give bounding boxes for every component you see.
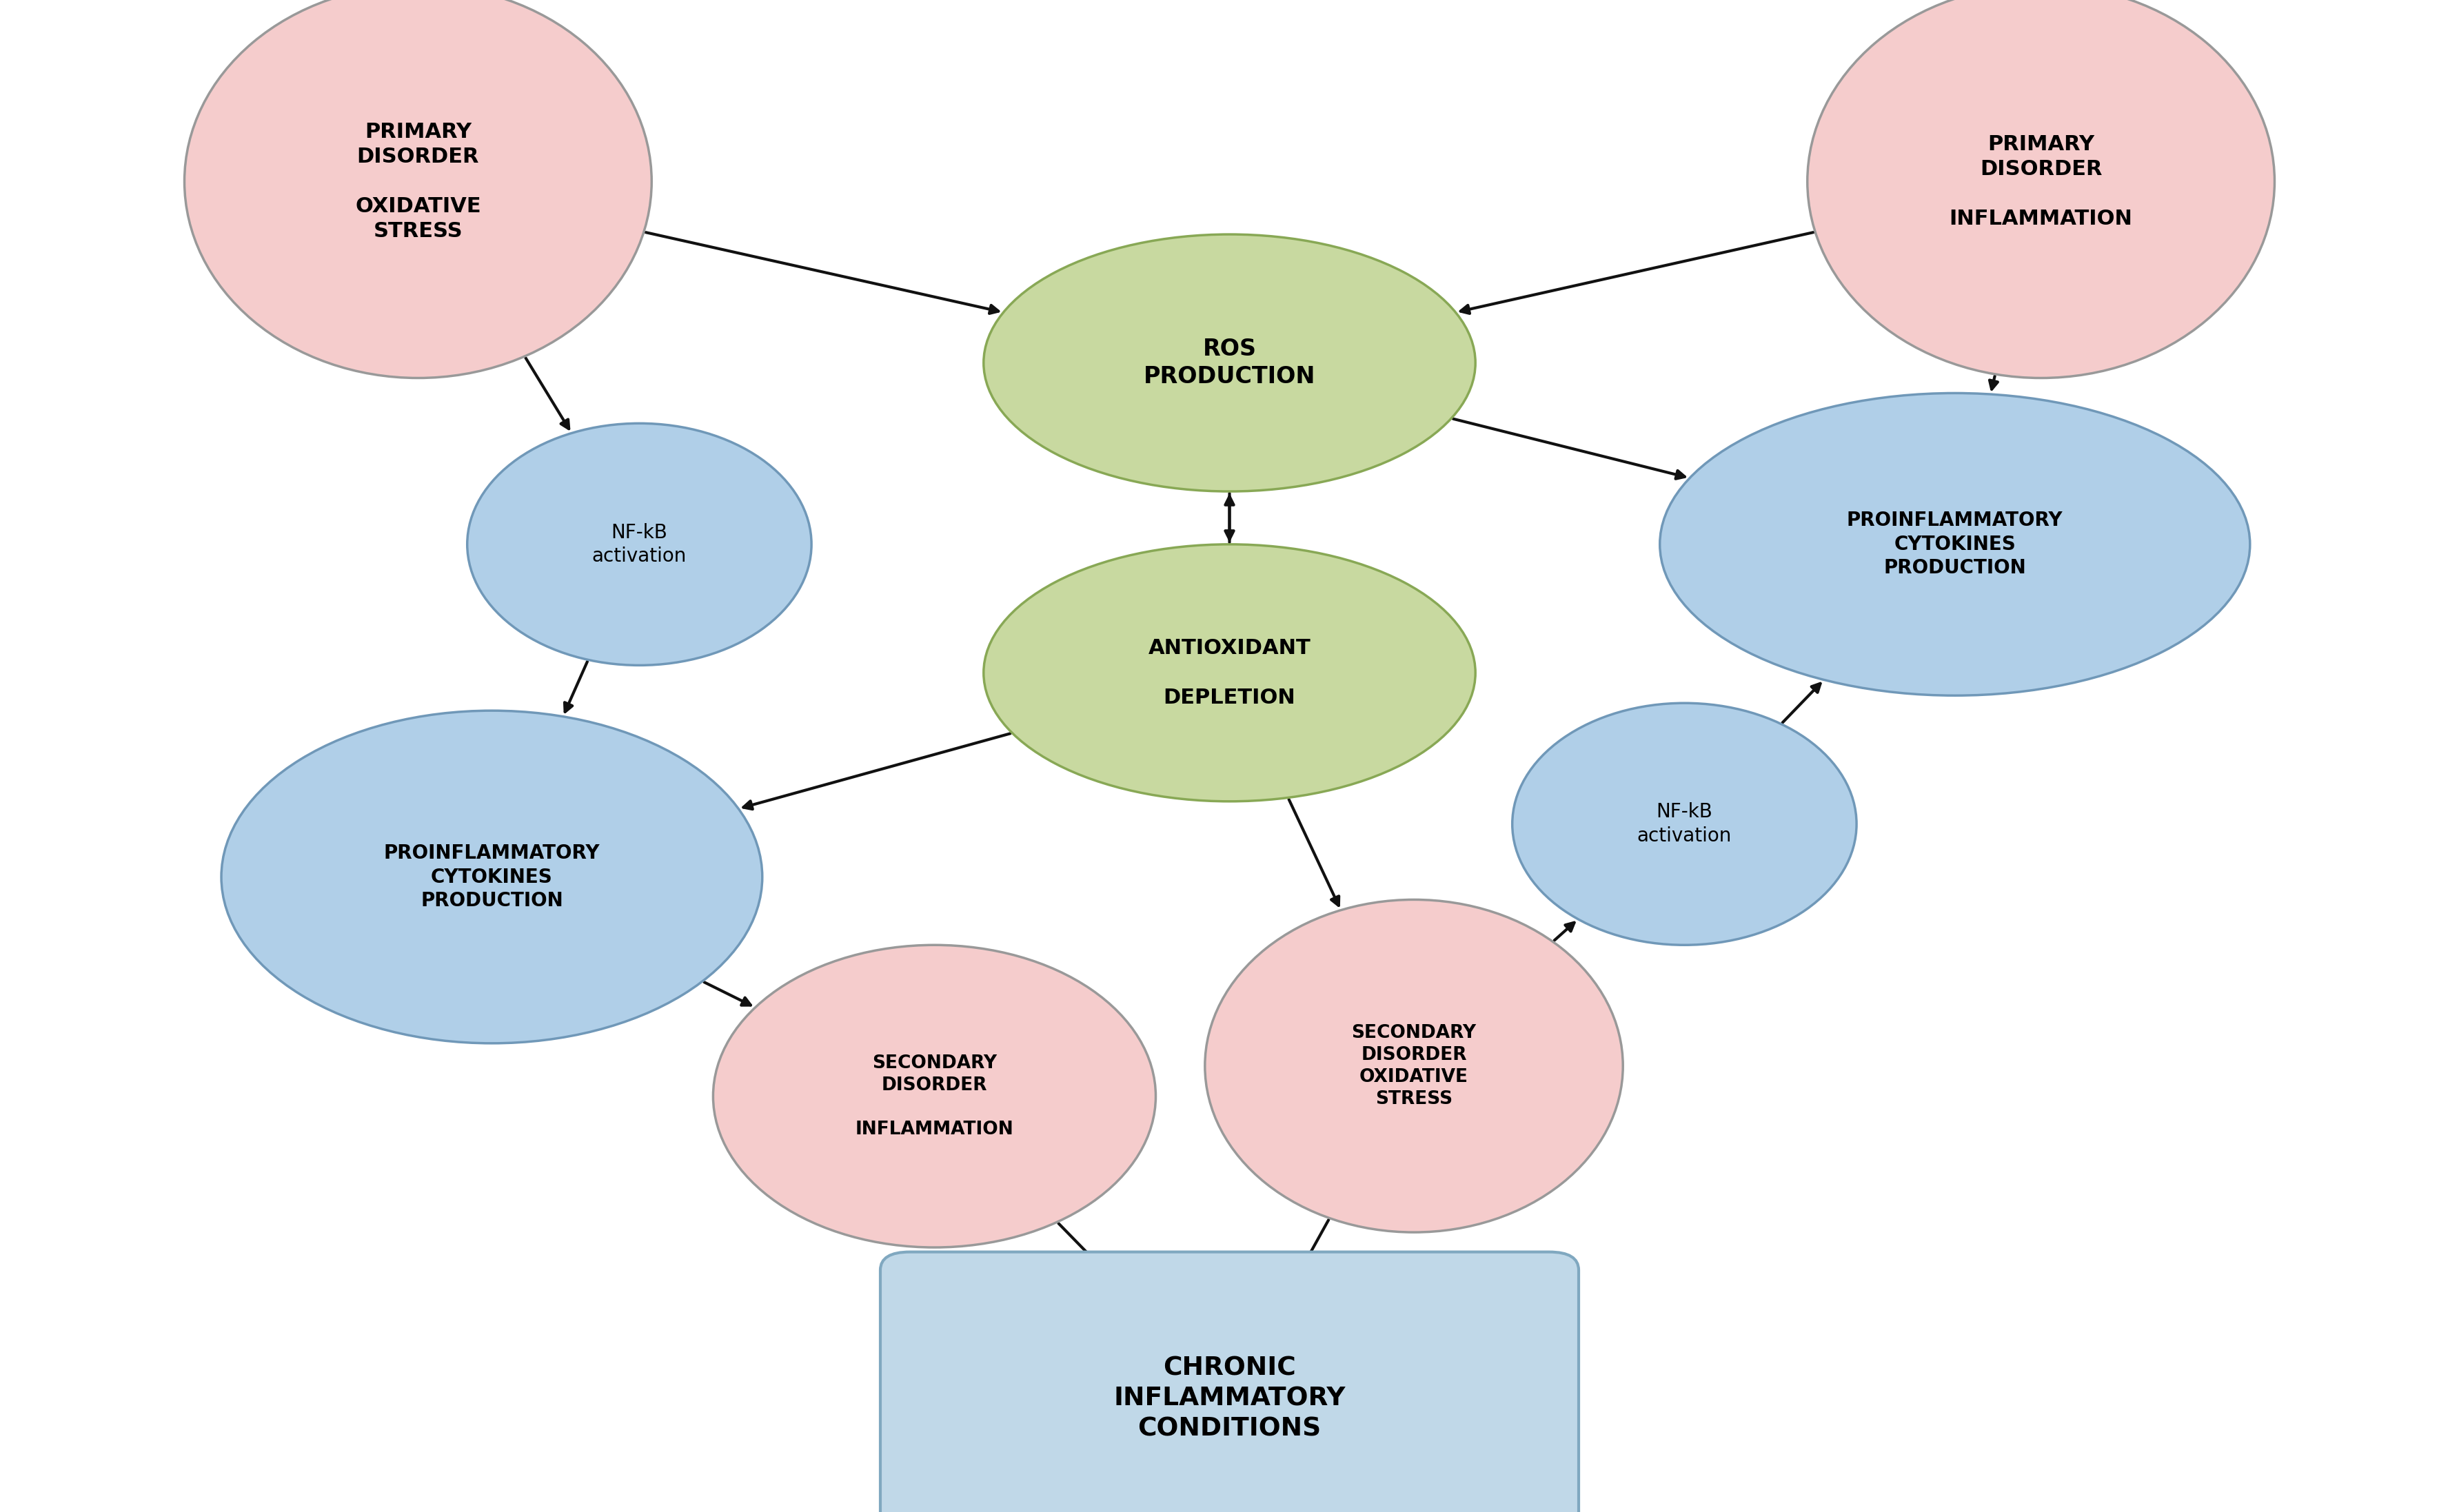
Text: SECONDARY
DISORDER

INFLAMMATION: SECONDARY DISORDER INFLAMMATION [856,1054,1013,1139]
Ellipse shape [984,544,1475,801]
Ellipse shape [184,0,652,378]
Text: PRIMARY
DISORDER

OXIDATIVE
STRESS: PRIMARY DISORDER OXIDATIVE STRESS [354,122,482,240]
Text: ROS
PRODUCTION: ROS PRODUCTION [1143,337,1316,389]
Ellipse shape [467,423,811,665]
Ellipse shape [1205,900,1623,1232]
FancyBboxPatch shape [880,1252,1579,1512]
Ellipse shape [221,711,762,1043]
Text: ANTIOXIDANT

DEPLETION: ANTIOXIDANT DEPLETION [1148,638,1311,708]
Ellipse shape [1660,393,2250,696]
Ellipse shape [1512,703,1857,945]
Ellipse shape [984,234,1475,491]
Ellipse shape [1807,0,2275,378]
Text: NF-kB
activation: NF-kB activation [593,523,686,565]
Text: NF-kB
activation: NF-kB activation [1638,803,1731,845]
Ellipse shape [713,945,1156,1247]
Text: PRIMARY
DISORDER

INFLAMMATION: PRIMARY DISORDER INFLAMMATION [1950,135,2132,228]
Text: CHRONIC
INFLAMMATORY
CONDITIONS: CHRONIC INFLAMMATORY CONDITIONS [1114,1356,1345,1441]
Text: PROINFLAMMATORY
CYTOKINES
PRODUCTION: PROINFLAMMATORY CYTOKINES PRODUCTION [384,844,600,910]
Text: PROINFLAMMATORY
CYTOKINES
PRODUCTION: PROINFLAMMATORY CYTOKINES PRODUCTION [1847,511,2063,578]
Text: SECONDARY
DISORDER
OXIDATIVE
STRESS: SECONDARY DISORDER OXIDATIVE STRESS [1352,1024,1475,1108]
